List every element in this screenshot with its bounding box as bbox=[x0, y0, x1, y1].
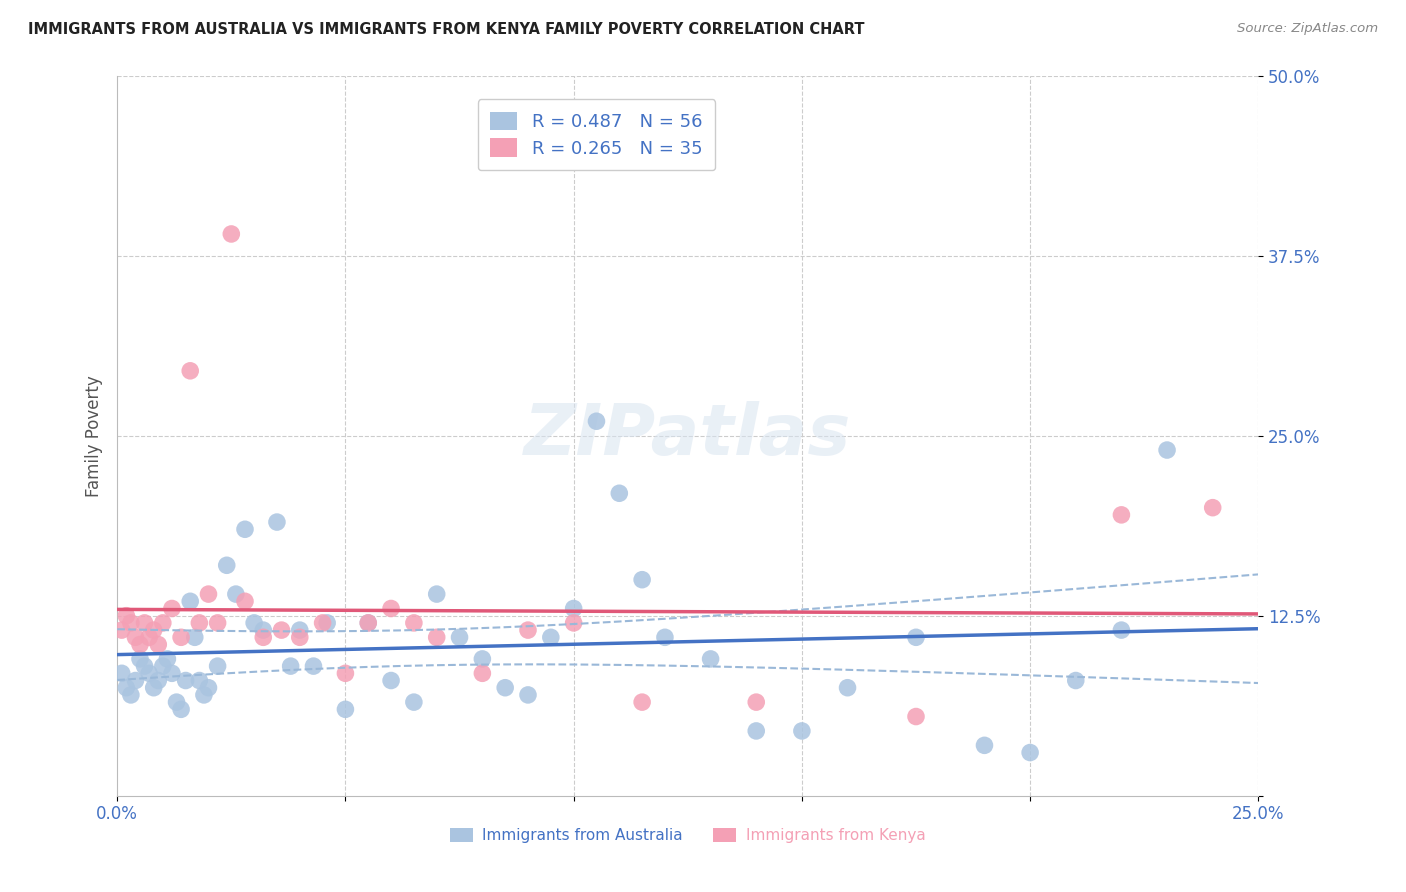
Point bbox=[517, 688, 540, 702]
Point bbox=[426, 630, 449, 644]
Point bbox=[225, 587, 247, 601]
Point bbox=[188, 615, 211, 630]
Point bbox=[138, 666, 160, 681]
Point bbox=[197, 587, 219, 601]
Point bbox=[1111, 508, 1133, 522]
Point bbox=[426, 587, 449, 601]
Point bbox=[188, 673, 211, 688]
Point bbox=[152, 659, 174, 673]
Point bbox=[1202, 500, 1225, 515]
Point bbox=[288, 630, 311, 644]
Point bbox=[540, 630, 562, 644]
Point bbox=[380, 601, 402, 615]
Point bbox=[115, 681, 138, 695]
Point bbox=[207, 659, 229, 673]
Point bbox=[316, 615, 339, 630]
Point bbox=[243, 615, 266, 630]
Point bbox=[402, 615, 425, 630]
Point bbox=[270, 623, 292, 637]
Point bbox=[654, 630, 676, 644]
Point bbox=[197, 681, 219, 695]
Point bbox=[1064, 673, 1087, 688]
Point bbox=[357, 615, 380, 630]
Point bbox=[904, 630, 927, 644]
Point bbox=[380, 673, 402, 688]
Y-axis label: Family Poverty: Family Poverty bbox=[86, 375, 103, 497]
Point bbox=[302, 659, 325, 673]
Point bbox=[233, 594, 256, 608]
Point bbox=[335, 702, 357, 716]
Point bbox=[699, 652, 721, 666]
Text: Source: ZipAtlas.com: Source: ZipAtlas.com bbox=[1237, 22, 1378, 36]
Point bbox=[517, 623, 540, 637]
Point bbox=[160, 601, 183, 615]
Point bbox=[156, 652, 179, 666]
Point bbox=[142, 681, 165, 695]
Point bbox=[471, 666, 494, 681]
Point bbox=[631, 573, 654, 587]
Point bbox=[124, 673, 146, 688]
Point bbox=[904, 709, 927, 723]
Point bbox=[973, 739, 995, 753]
Point bbox=[160, 666, 183, 681]
Point bbox=[148, 638, 170, 652]
Point bbox=[120, 615, 142, 630]
Legend: Immigrants from Australia, Immigrants from Kenya: Immigrants from Australia, Immigrants fr… bbox=[444, 822, 931, 849]
Point bbox=[170, 630, 193, 644]
Point bbox=[233, 522, 256, 536]
Point bbox=[288, 623, 311, 637]
Point bbox=[148, 673, 170, 688]
Point bbox=[357, 615, 380, 630]
Point bbox=[562, 601, 585, 615]
Point bbox=[179, 364, 201, 378]
Point bbox=[266, 515, 288, 529]
Point bbox=[152, 615, 174, 630]
Point bbox=[1019, 746, 1042, 760]
Point bbox=[120, 688, 142, 702]
Text: ZIPatlas: ZIPatlas bbox=[524, 401, 852, 470]
Point bbox=[311, 615, 333, 630]
Point bbox=[129, 638, 152, 652]
Point bbox=[252, 630, 274, 644]
Point bbox=[215, 558, 238, 573]
Point bbox=[471, 652, 494, 666]
Point bbox=[193, 688, 215, 702]
Point bbox=[745, 695, 768, 709]
Point bbox=[174, 673, 197, 688]
Point bbox=[837, 681, 859, 695]
Point bbox=[790, 723, 813, 738]
Point bbox=[449, 630, 471, 644]
Point bbox=[111, 666, 134, 681]
Point bbox=[166, 695, 188, 709]
Point bbox=[221, 227, 243, 241]
Point bbox=[138, 630, 160, 644]
Point bbox=[129, 652, 152, 666]
Point bbox=[745, 723, 768, 738]
Point bbox=[280, 659, 302, 673]
Point bbox=[494, 681, 516, 695]
Point bbox=[134, 659, 156, 673]
Point bbox=[402, 695, 425, 709]
Text: IMMIGRANTS FROM AUSTRALIA VS IMMIGRANTS FROM KENYA FAMILY POVERTY CORRELATION CH: IMMIGRANTS FROM AUSTRALIA VS IMMIGRANTS … bbox=[28, 22, 865, 37]
Point bbox=[124, 630, 146, 644]
Point bbox=[252, 623, 274, 637]
Point bbox=[585, 414, 607, 428]
Point bbox=[607, 486, 630, 500]
Point bbox=[335, 666, 357, 681]
Point bbox=[142, 623, 165, 637]
Point bbox=[1111, 623, 1133, 637]
Point bbox=[179, 594, 201, 608]
Point bbox=[631, 695, 654, 709]
Point bbox=[170, 702, 193, 716]
Point bbox=[134, 615, 156, 630]
Point bbox=[207, 615, 229, 630]
Point bbox=[115, 608, 138, 623]
Point bbox=[562, 615, 585, 630]
Point bbox=[1156, 443, 1178, 458]
Point bbox=[184, 630, 207, 644]
Point bbox=[111, 623, 134, 637]
